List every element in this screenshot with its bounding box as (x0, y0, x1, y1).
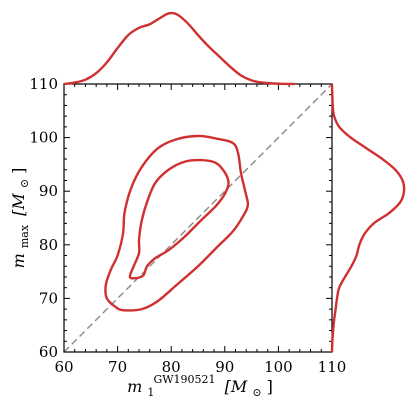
contour-inner (128, 158, 230, 280)
right-marginal-curve (330, 83, 406, 353)
tick-labels: 60 70 80 90 100 110 60 70 80 90 100 110 (29, 75, 346, 376)
y-tick-label: 110 (29, 75, 58, 93)
y-axis-label: m max [M ⊙ ] (9, 168, 32, 269)
x-tick-label: 110 (318, 358, 347, 376)
x-axis-label-units-close: ] (267, 377, 273, 396)
x-axis-label: m 1 GW190521 [M ⊙ ] (127, 368, 273, 400)
y-tick-label: 60 (39, 343, 58, 361)
top-marginal-curve (63, 11, 295, 86)
y-axis-label-units-close: ] (9, 168, 28, 174)
main-plot-area (63, 83, 333, 353)
x-axis-label-main: m (127, 377, 142, 396)
contour-outer (104, 134, 250, 312)
x-axis-label-sub: 1 (147, 386, 154, 399)
y-tick-label: 80 (39, 236, 58, 254)
x-axis-label-units: [M (225, 377, 248, 396)
x-tick-label: 100 (264, 358, 293, 376)
x-tick-label: 70 (108, 358, 127, 376)
diagonal-line (63, 83, 333, 353)
y-axis-label-sub: max (18, 224, 31, 248)
top-marginal (63, 11, 332, 86)
x-axis-label-units-sub: ⊙ (252, 386, 261, 399)
y-tick-label: 70 (39, 289, 58, 307)
y-tick-label: 90 (39, 182, 58, 200)
y-tick-label: 100 (29, 129, 58, 147)
y-axis-label-units: [M (9, 193, 28, 216)
x-tick-label: 90 (215, 358, 234, 376)
x-axis-label-sup: GW190521 (153, 373, 215, 386)
axis-ticks (63, 83, 333, 353)
x-tick-label: 60 (54, 358, 73, 376)
y-axis-label-units-sub: ⊙ (18, 179, 31, 188)
x-tick-label: 80 (162, 358, 181, 376)
right-marginal (330, 83, 406, 353)
y-axis-label-main: m (9, 253, 28, 268)
